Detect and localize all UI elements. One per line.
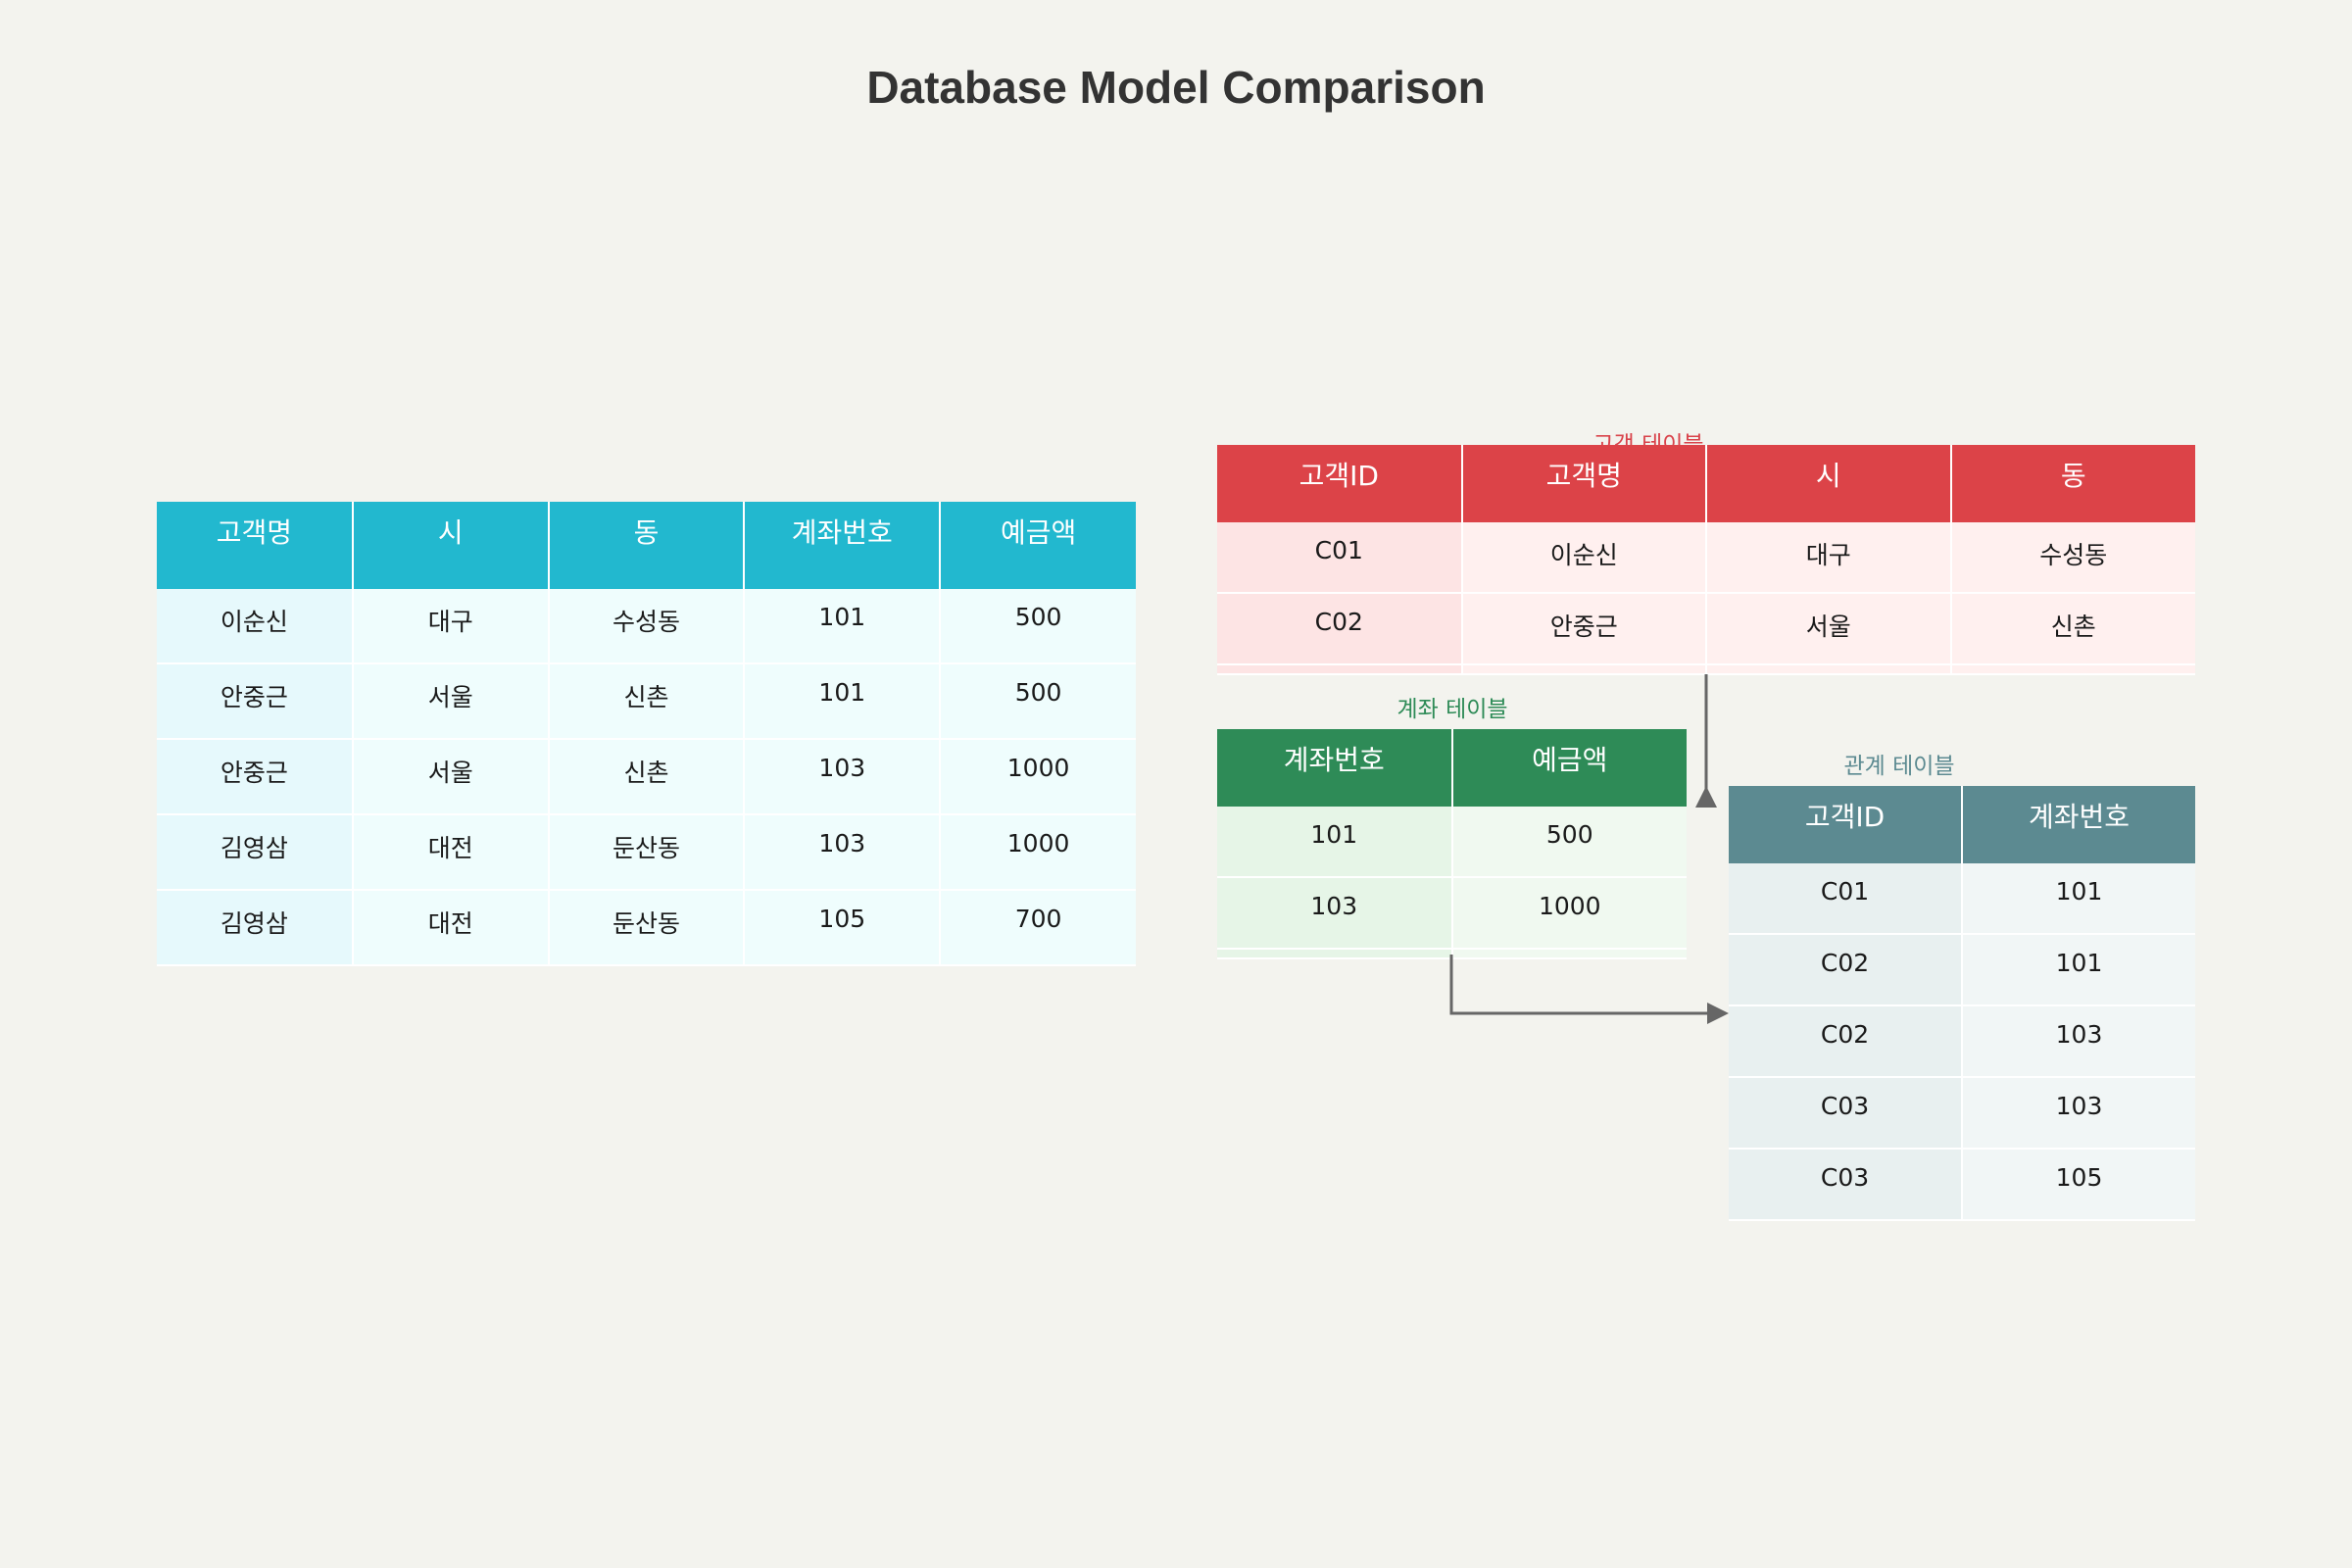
customer-header-cell: 시 [1706, 445, 1952, 522]
table-row: 103 1000 [1217, 877, 1687, 950]
table-cell: 김영삼 [157, 814, 354, 891]
table-cell [1451, 949, 1687, 959]
table-row-stub [1217, 664, 2195, 675]
relation-table-caption: 관계 테이블 [1843, 754, 1955, 779]
customer-header-cell: 동 [1950, 445, 2195, 522]
customer-table: 고객ID 고객명 시 동 C01 이순신 대구 수성동 C02 안중근 서울 신… [1217, 445, 2195, 675]
flat-header-cell: 예금액 [940, 502, 1136, 589]
table-cell: 103 [1217, 877, 1453, 950]
table-cell: C02 [1729, 1005, 1963, 1078]
arrowhead-up-icon [1695, 786, 1717, 808]
table-cell: 수성동 [1950, 522, 2195, 594]
page-title: Database Model Comparison [866, 62, 1486, 113]
table-cell: 대전 [352, 814, 550, 891]
table-cell: 안중근 [1461, 593, 1707, 665]
table-row: C02 101 [1729, 934, 2195, 1006]
table-cell: 수성동 [548, 589, 746, 664]
account-table: 계좌번호 예금액 101 500 103 1000 [1217, 729, 1687, 959]
table-cell: 대전 [352, 890, 550, 966]
table-cell: 서울 [352, 663, 550, 740]
table-cell: 700 [940, 890, 1136, 966]
table-cell: C02 [1217, 593, 1463, 665]
table-cell [1706, 664, 1952, 675]
table-cell: 103 [744, 814, 942, 891]
table-row: 안중근 서울 신촌 101 500 [157, 663, 1136, 740]
table-row: 안중근 서울 신촌 103 1000 [157, 739, 1136, 815]
customer-table-header-row: 고객ID 고객명 시 동 [1217, 445, 2195, 522]
table-cell: 500 [940, 663, 1136, 740]
flat-table-header-row: 고객명 시 동 계좌번호 예금액 [157, 502, 1136, 589]
flat-header-cell: 고객명 [157, 502, 354, 589]
table-cell: C02 [1729, 934, 1963, 1006]
account-table-caption: 계좌 테이블 [1396, 697, 1508, 722]
table-cell: 서울 [352, 739, 550, 815]
flat-header-cell: 계좌번호 [744, 502, 942, 589]
table-cell: 안중근 [157, 739, 354, 815]
table-cell: C03 [1729, 1077, 1963, 1150]
table-row: C01 이순신 대구 수성동 [1217, 522, 2195, 594]
table-cell: 101 [1962, 934, 2195, 1006]
table-row-stub [1217, 949, 1687, 959]
relation-table-header-row: 고객ID 계좌번호 [1729, 786, 2195, 863]
table-cell: C01 [1729, 863, 1963, 935]
table-cell [1950, 664, 2195, 675]
table-cell [1217, 949, 1453, 959]
table-cell [1461, 664, 1707, 675]
table-cell: 1000 [1451, 877, 1687, 950]
table-row: C02 안중근 서울 신촌 [1217, 593, 2195, 665]
table-cell: 서울 [1706, 593, 1952, 665]
table-cell: 안중근 [157, 663, 354, 740]
table-row: 김영삼 대전 둔산동 105 700 [157, 890, 1136, 966]
table-cell: 103 [1962, 1077, 2195, 1150]
table-cell: 500 [940, 589, 1136, 664]
account-header-cell: 계좌번호 [1217, 729, 1453, 807]
table-cell: 1000 [940, 814, 1136, 891]
table-cell: 신촌 [548, 739, 746, 815]
flat-header-cell: 시 [352, 502, 550, 589]
table-cell: 둔산동 [548, 814, 746, 891]
table-cell: 김영삼 [157, 890, 354, 966]
flat-table: 고객명 시 동 계좌번호 예금액 이순신 대구 수성동 101 500 안중근 … [157, 502, 1136, 966]
table-row: C01 101 [1729, 863, 2195, 935]
table-cell: 500 [1451, 807, 1687, 878]
table-cell: 이순신 [1461, 522, 1707, 594]
flat-header-cell: 동 [548, 502, 746, 589]
customer-header-cell: 고객ID [1217, 445, 1463, 522]
table-cell: 대구 [352, 589, 550, 664]
table-cell: C03 [1729, 1149, 1963, 1221]
account-header-cell: 예금액 [1451, 729, 1687, 807]
table-cell: 대구 [1706, 522, 1952, 594]
account-to-relation-connector [1449, 955, 1711, 1015]
table-cell: 둔산동 [548, 890, 746, 966]
customer-header-cell: 고객명 [1461, 445, 1707, 522]
table-cell: 이순신 [157, 589, 354, 664]
table-cell: 신촌 [548, 663, 746, 740]
account-table-header-row: 계좌번호 예금액 [1217, 729, 1687, 807]
table-row: 101 500 [1217, 807, 1687, 878]
table-cell: 105 [744, 890, 942, 966]
table-cell: 101 [1962, 863, 2195, 935]
table-cell: 101 [744, 663, 942, 740]
table-row: C03 105 [1729, 1149, 2195, 1221]
arrowhead-right-icon [1707, 1003, 1729, 1024]
relation-header-cell: 고객ID [1729, 786, 1963, 863]
table-cell [1217, 664, 1463, 675]
table-cell: 101 [1217, 807, 1453, 878]
table-row: C02 103 [1729, 1005, 2195, 1078]
table-cell: 105 [1962, 1149, 2195, 1221]
table-cell: C01 [1217, 522, 1463, 594]
table-cell: 101 [744, 589, 942, 664]
table-cell: 103 [744, 739, 942, 815]
relation-header-cell: 계좌번호 [1962, 786, 2195, 863]
table-row: 김영삼 대전 둔산동 103 1000 [157, 814, 1136, 891]
table-cell: 1000 [940, 739, 1136, 815]
table-cell: 103 [1962, 1005, 2195, 1078]
table-row: C03 103 [1729, 1077, 2195, 1150]
table-row: 이순신 대구 수성동 101 500 [157, 589, 1136, 664]
relation-table: 고객ID 계좌번호 C01 101 C02 101 C02 103 C03 10… [1729, 786, 2195, 1221]
table-cell: 신촌 [1950, 593, 2195, 665]
